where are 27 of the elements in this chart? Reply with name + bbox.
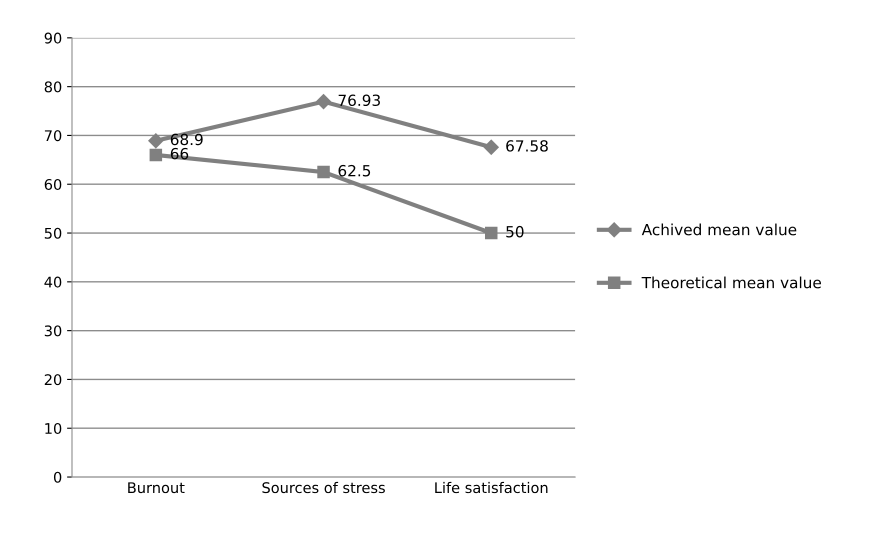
legend-label: Theoretical mean value <box>642 276 821 288</box>
legend-label: Achived mean value <box>642 224 796 236</box>
x-tick-label: Sources of stress <box>262 482 385 494</box>
y-tick-label: 30 <box>44 325 62 336</box>
x-tick-label: Life satisfaction <box>435 482 548 494</box>
y-tick-label: 90 <box>44 32 62 44</box>
data-label: 76.93 <box>338 94 380 106</box>
y-tick-label: 80 <box>44 81 62 92</box>
x-tick-label: Burnout <box>128 482 185 494</box>
y-tick-label: 10 <box>45 422 62 434</box>
y-tick-label: 40 <box>44 276 62 288</box>
y-tick-label: 60 <box>44 178 62 190</box>
y-tick-label: 50 <box>44 228 62 239</box>
point <box>316 94 332 110</box>
data-label: 68.9 <box>170 134 203 146</box>
data-label: 50 <box>506 226 524 238</box>
point <box>484 140 499 155</box>
point <box>317 166 330 178</box>
data-label: 62.5 <box>338 164 370 176</box>
y-tick-label: 0 <box>54 472 62 483</box>
data-label: 67.58 <box>506 140 548 152</box>
y-tick-label: 70 <box>44 130 62 142</box>
point <box>148 133 164 148</box>
data-label: 66 <box>170 148 188 160</box>
point <box>150 148 162 162</box>
point <box>484 226 498 240</box>
y-tick-label: 20 <box>44 374 62 386</box>
